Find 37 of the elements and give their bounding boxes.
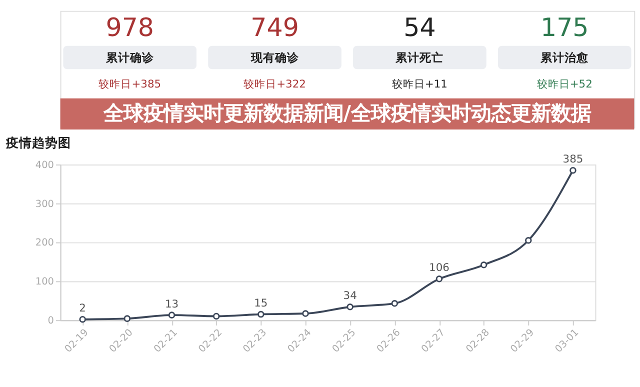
data-label: 978 [106, 13, 154, 42]
data-label: 54 [404, 13, 436, 42]
data-label: 385 [562, 152, 584, 166]
point [212, 312, 220, 320]
data-label: 34 [343, 289, 358, 302]
point [168, 312, 176, 318]
category-label: 累计死亡 [394, 50, 444, 64]
data-label: 13 [164, 297, 179, 310]
point [79, 316, 86, 323]
point [346, 304, 354, 310]
data-label: 175 [540, 13, 589, 42]
point [302, 310, 309, 317]
point [480, 261, 488, 268]
point [436, 276, 443, 282]
data-label: 15 [254, 296, 268, 310]
text: 全球疫情实时更新数据新闻/全球疫情实时动态更新数据 [102, 100, 591, 125]
data-label: 749 [250, 13, 299, 42]
text: 较昨日+11 [392, 78, 448, 91]
y-tick-label: 0 [48, 316, 54, 327]
data-label: 2 [79, 302, 86, 315]
text: 较昨日+52 [536, 78, 592, 91]
y-tick-label: 200 [35, 238, 54, 249]
point [524, 236, 532, 244]
data-label: 106 [429, 261, 450, 274]
category-label: 累计治愈 [540, 50, 590, 64]
text: 较昨日+385 [98, 78, 162, 91]
point [570, 166, 576, 174]
category-label: 现有确诊 [250, 50, 300, 64]
point [258, 310, 264, 318]
point [124, 315, 131, 322]
category-label: 累计确诊 [104, 50, 155, 64]
y-tick-label: 400 [35, 160, 54, 171]
chart-title: 疫情趋势图 [4, 135, 71, 150]
point [391, 300, 398, 307]
y-tick-label: 100 [35, 276, 54, 288]
y-tick-label: 300 [35, 198, 54, 210]
text: 较昨日+322 [244, 78, 306, 91]
